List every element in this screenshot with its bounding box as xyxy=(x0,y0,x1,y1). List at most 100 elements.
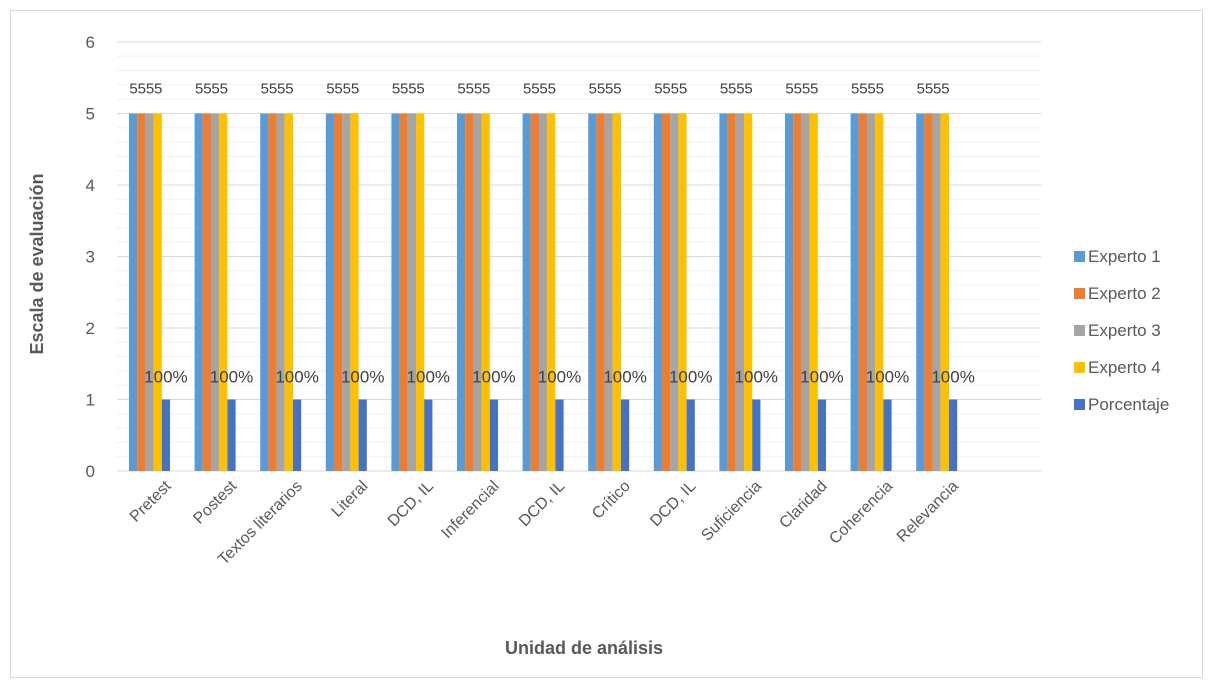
data-label: 5 xyxy=(613,81,621,98)
bar-porcentaje xyxy=(424,399,433,471)
data-label: 5 xyxy=(400,81,408,98)
data-label-percent: 100% xyxy=(210,368,253,387)
data-label: 5 xyxy=(392,81,400,98)
data-label-percent: 100% xyxy=(735,368,778,387)
bar-experto-3 xyxy=(735,113,744,471)
bar-experto-3 xyxy=(145,113,154,471)
x-tick-label: Claridad xyxy=(776,478,830,532)
bar-experto-1 xyxy=(785,113,794,471)
bar-porcentaje xyxy=(489,399,498,471)
bar-experto-1 xyxy=(260,113,269,471)
gridlines xyxy=(117,41,1041,472)
data-label: 5 xyxy=(605,81,613,98)
data-label-percent: 100% xyxy=(472,368,515,387)
bar-experto-3 xyxy=(604,113,613,471)
bar-experto-2 xyxy=(530,113,539,471)
data-label: 5 xyxy=(720,81,728,98)
bar-experto-1 xyxy=(194,113,203,471)
x-tick-label: Suficiencia xyxy=(698,478,765,545)
legend-entry: Experto 1 xyxy=(1088,247,1161,266)
data-label: 5 xyxy=(408,81,416,98)
data-label: 5 xyxy=(138,81,146,98)
bar-experto-1 xyxy=(129,113,138,471)
bar-experto-3 xyxy=(539,113,548,471)
data-label: 5 xyxy=(146,81,154,98)
x-tick-label: DCD, IL xyxy=(516,478,568,530)
data-label: 5 xyxy=(851,81,859,98)
y-tick-label: 2 xyxy=(86,319,95,338)
bar-experto-1 xyxy=(391,113,400,471)
bar-experto-4 xyxy=(809,113,818,471)
bars xyxy=(129,113,958,471)
data-label: 5 xyxy=(277,81,285,98)
legend-entry: Experto 3 xyxy=(1088,321,1161,340)
data-label-percent: 100% xyxy=(669,368,712,387)
legend-swatch xyxy=(1074,399,1085,410)
data-label-percent: 100% xyxy=(407,368,450,387)
data-label: 5 xyxy=(925,81,933,98)
data-label-percent: 100% xyxy=(931,368,974,387)
bar-experto-4 xyxy=(219,113,228,471)
bar-experto-2 xyxy=(662,113,671,471)
y-tick-label: 4 xyxy=(86,176,95,195)
bar-experto-4 xyxy=(744,113,753,471)
bar-experto-4 xyxy=(940,113,949,471)
bar-experto-1 xyxy=(916,113,925,471)
data-label-percent: 100% xyxy=(800,368,843,387)
bar-experto-2 xyxy=(399,113,408,471)
bar-experto-4 xyxy=(350,113,359,471)
y-tick-label: 3 xyxy=(86,248,95,267)
bar-experto-1 xyxy=(653,113,662,471)
bar-experto-1 xyxy=(719,113,728,471)
bar-experto-1 xyxy=(522,113,531,471)
data-label: 5 xyxy=(679,81,687,98)
data-label: 5 xyxy=(154,81,162,98)
x-tick-label: Pretest xyxy=(127,477,175,525)
bar-experto-3 xyxy=(670,113,679,471)
bar-porcentaje xyxy=(752,399,761,471)
bar-porcentaje xyxy=(817,399,826,471)
data-label: 5 xyxy=(482,81,490,98)
bar-experto-3 xyxy=(407,113,416,471)
bar-experto-2 xyxy=(596,113,605,471)
bar-porcentaje xyxy=(227,399,236,471)
bar-experto-1 xyxy=(588,113,597,471)
data-label: 5 xyxy=(285,81,293,98)
x-tick-label: Crítico xyxy=(589,478,634,523)
bar-experto-2 xyxy=(334,113,343,471)
data-label: 5 xyxy=(211,81,219,98)
y-axis-label: Escala de evaluación xyxy=(27,173,47,354)
data-label: 5 xyxy=(474,81,482,98)
data-label: 5 xyxy=(523,81,531,98)
data-label-percent: 100% xyxy=(603,368,646,387)
data-label: 5 xyxy=(662,81,670,98)
legend-swatch xyxy=(1074,325,1085,336)
data-label: 5 xyxy=(802,81,810,98)
bar-porcentaje xyxy=(293,399,302,471)
data-label: 5 xyxy=(531,81,539,98)
data-label: 5 xyxy=(326,81,334,98)
bar-experto-4 xyxy=(875,113,884,471)
data-label: 5 xyxy=(195,81,203,98)
bar-experto-3 xyxy=(342,113,351,471)
bar-experto-1 xyxy=(850,113,859,471)
legend-swatch xyxy=(1074,362,1085,373)
data-label: 5 xyxy=(334,81,342,98)
data-label: 5 xyxy=(917,81,925,98)
bar-experto-3 xyxy=(867,113,876,471)
bar-experto-3 xyxy=(801,113,810,471)
data-label: 5 xyxy=(785,81,793,98)
bar-porcentaje xyxy=(358,399,367,471)
data-label: 5 xyxy=(597,81,605,98)
bar-experto-4 xyxy=(284,113,293,471)
data-label-percent: 100% xyxy=(538,368,581,387)
data-label: 5 xyxy=(941,81,949,98)
data-label: 5 xyxy=(589,81,597,98)
y-tick-label: 6 xyxy=(86,33,95,52)
legend-entry: Porcentaje xyxy=(1088,395,1169,414)
legend-swatch xyxy=(1074,288,1085,299)
bar-porcentaje xyxy=(621,399,630,471)
data-label: 5 xyxy=(220,81,228,98)
data-label-percent: 100% xyxy=(275,368,318,387)
data-label: 5 xyxy=(744,81,752,98)
